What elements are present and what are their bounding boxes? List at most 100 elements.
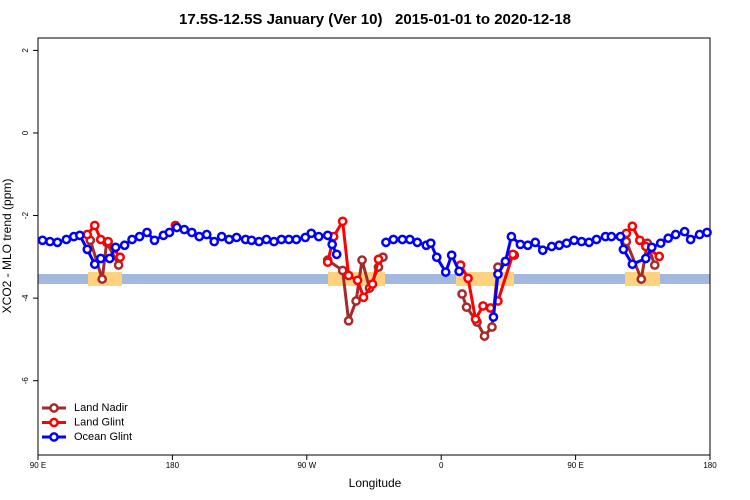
- data-point: [561, 238, 572, 249]
- data-point: [440, 267, 451, 277]
- data-point: [627, 221, 638, 232]
- data-point: [591, 234, 602, 245]
- x-axis-label: Longitude: [349, 476, 402, 490]
- data-point: [95, 234, 106, 245]
- data-point: [606, 231, 617, 242]
- y-axis-label: XCO2 - MLO trend (ppm): [0, 179, 14, 314]
- data-point: [615, 231, 626, 242]
- data-point: [515, 239, 526, 250]
- data-point: [194, 231, 205, 242]
- data-point: [45, 236, 55, 247]
- data-point: [530, 237, 541, 248]
- data-point: [655, 238, 666, 249]
- data-point: [164, 227, 175, 238]
- x-tick-label: 0: [439, 461, 444, 470]
- data-point: [388, 234, 399, 245]
- data-point: [284, 234, 294, 245]
- data-point: [412, 237, 423, 248]
- data-point: [119, 240, 130, 251]
- data-point: [209, 236, 220, 247]
- y-tick-label: 0: [21, 130, 30, 135]
- data-point: [397, 234, 408, 245]
- data-point: [142, 227, 152, 238]
- x-tick-label: 90 E: [567, 461, 583, 470]
- data-point: [82, 229, 93, 240]
- data-point: [74, 230, 85, 241]
- data-point: [103, 236, 114, 247]
- data-point: [446, 250, 457, 261]
- data-point: [685, 234, 696, 245]
- data-point: [537, 245, 548, 256]
- legend-label: Land Glint: [74, 416, 124, 428]
- data-point: [546, 241, 557, 252]
- data-point: [554, 240, 565, 251]
- data-point: [97, 274, 108, 284]
- data-point: [216, 231, 227, 242]
- data-point: [186, 227, 197, 238]
- data-point: [654, 251, 665, 262]
- data-point: [470, 314, 481, 325]
- data-point: [61, 234, 72, 245]
- data-point: [179, 224, 190, 235]
- data-point: [224, 234, 234, 245]
- data-point: [694, 229, 705, 240]
- data-point: [649, 260, 660, 270]
- data-point: [584, 237, 594, 248]
- data-point: [506, 231, 517, 242]
- chart-title: 17.5S-12.5S January (Ver 10) 2015-01-01 …: [179, 11, 571, 28]
- data-point: [487, 322, 497, 332]
- x-tick-label: 90 E: [30, 461, 46, 470]
- legend-label: Ocean Glint: [74, 431, 132, 443]
- y-tick-label: 2: [21, 48, 30, 53]
- data-point: [367, 279, 378, 289]
- data-point: [337, 216, 348, 227]
- data-point: [127, 234, 137, 245]
- data-point: [479, 331, 490, 341]
- data-point: [149, 235, 160, 246]
- data-point: [646, 242, 657, 253]
- data-point: [663, 233, 674, 244]
- data-point: [454, 266, 464, 277]
- data-point: [134, 231, 145, 242]
- data-point: [261, 234, 272, 245]
- data-point: [404, 234, 415, 245]
- data-point: [702, 227, 712, 238]
- legend-marker: [49, 417, 59, 428]
- data-point: [343, 315, 354, 326]
- data-point: [431, 252, 442, 263]
- data-point: [478, 301, 488, 311]
- data-point: [110, 242, 121, 253]
- data-point: [276, 234, 287, 245]
- y-tick-label: -2: [21, 211, 30, 219]
- data-point: [337, 265, 348, 276]
- data-point: [634, 235, 645, 246]
- data-point: [52, 237, 63, 248]
- data-point: [463, 273, 473, 284]
- data-point: [425, 238, 436, 249]
- data-point: [269, 236, 279, 247]
- data-point: [358, 292, 369, 303]
- data-point: [457, 289, 467, 299]
- data-point: [636, 274, 647, 284]
- data-point: [306, 228, 317, 239]
- data-point: [373, 254, 384, 265]
- data-point: [508, 249, 518, 260]
- data-point: [493, 269, 503, 280]
- data-point: [357, 255, 367, 265]
- data-point: [327, 239, 338, 250]
- data-point: [113, 260, 124, 270]
- x-tick-label: 90 W: [297, 461, 316, 470]
- data-point: [343, 270, 354, 281]
- data-point: [679, 226, 690, 237]
- plot-frame: [37, 37, 711, 456]
- data-point: [201, 229, 212, 240]
- data-point: [322, 230, 333, 241]
- data-point: [351, 296, 361, 306]
- y-tick-label: -4: [21, 294, 30, 302]
- data-point: [618, 244, 629, 255]
- data-point: [172, 222, 182, 233]
- data-point: [522, 240, 533, 251]
- data-point: [95, 253, 106, 264]
- data-point: [115, 252, 125, 263]
- data-point: [231, 232, 242, 243]
